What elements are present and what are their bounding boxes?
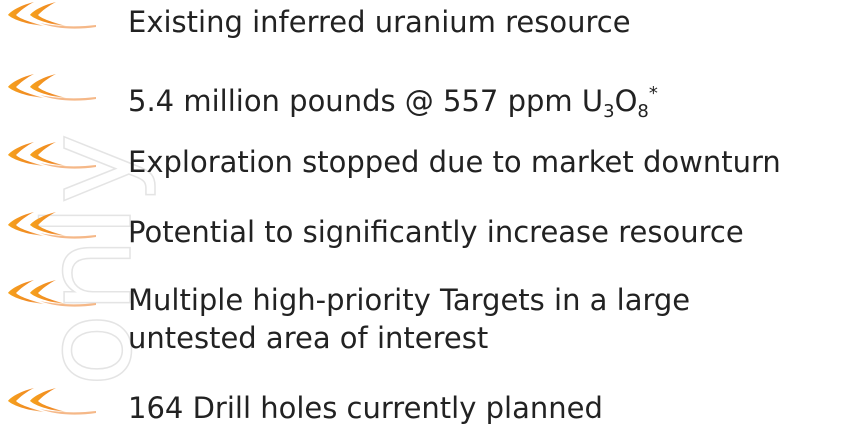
text-run: 164 Drill holes currently planned — [128, 391, 603, 425]
text-run: Exploration stopped due to market downtu… — [128, 145, 781, 179]
text-run: 8 — [637, 101, 649, 122]
text-run: Multiple high-priority Targets in a larg… — [128, 283, 691, 317]
bullet-text: Exploration stopped due to market downtu… — [128, 144, 781, 180]
bullet-icon — [4, 0, 96, 30]
bullet-icon — [4, 72, 96, 102]
bullet-icon — [4, 278, 96, 308]
text-run: 3 — [603, 101, 615, 122]
text-run: Potential to significantly increase reso… — [128, 215, 744, 249]
text-run: 5.4 million pounds @ 557 ppm U — [128, 84, 604, 118]
text-run: Existing inferred uranium resource — [128, 5, 631, 39]
bullet-text: 164 Drill holes currently planned — [128, 390, 603, 426]
bullet-icon — [4, 386, 96, 416]
bullet-text: Multiple high-priority Targets in a larg… — [128, 282, 690, 318]
text-run: untested area of interest — [128, 321, 489, 355]
text-run: * — [648, 83, 658, 104]
bullet-text: 5.4 million pounds @ 557 ppm U3O8* — [128, 76, 658, 130]
bullet-icon — [4, 140, 96, 170]
text-run: O — [614, 84, 638, 118]
bullet-text: untested area of interest — [128, 320, 488, 356]
bullet-text: Potential to significantly increase reso… — [128, 214, 744, 250]
bullet-text: Existing inferred uranium resource — [128, 4, 631, 40]
bullet-icon — [4, 210, 96, 240]
